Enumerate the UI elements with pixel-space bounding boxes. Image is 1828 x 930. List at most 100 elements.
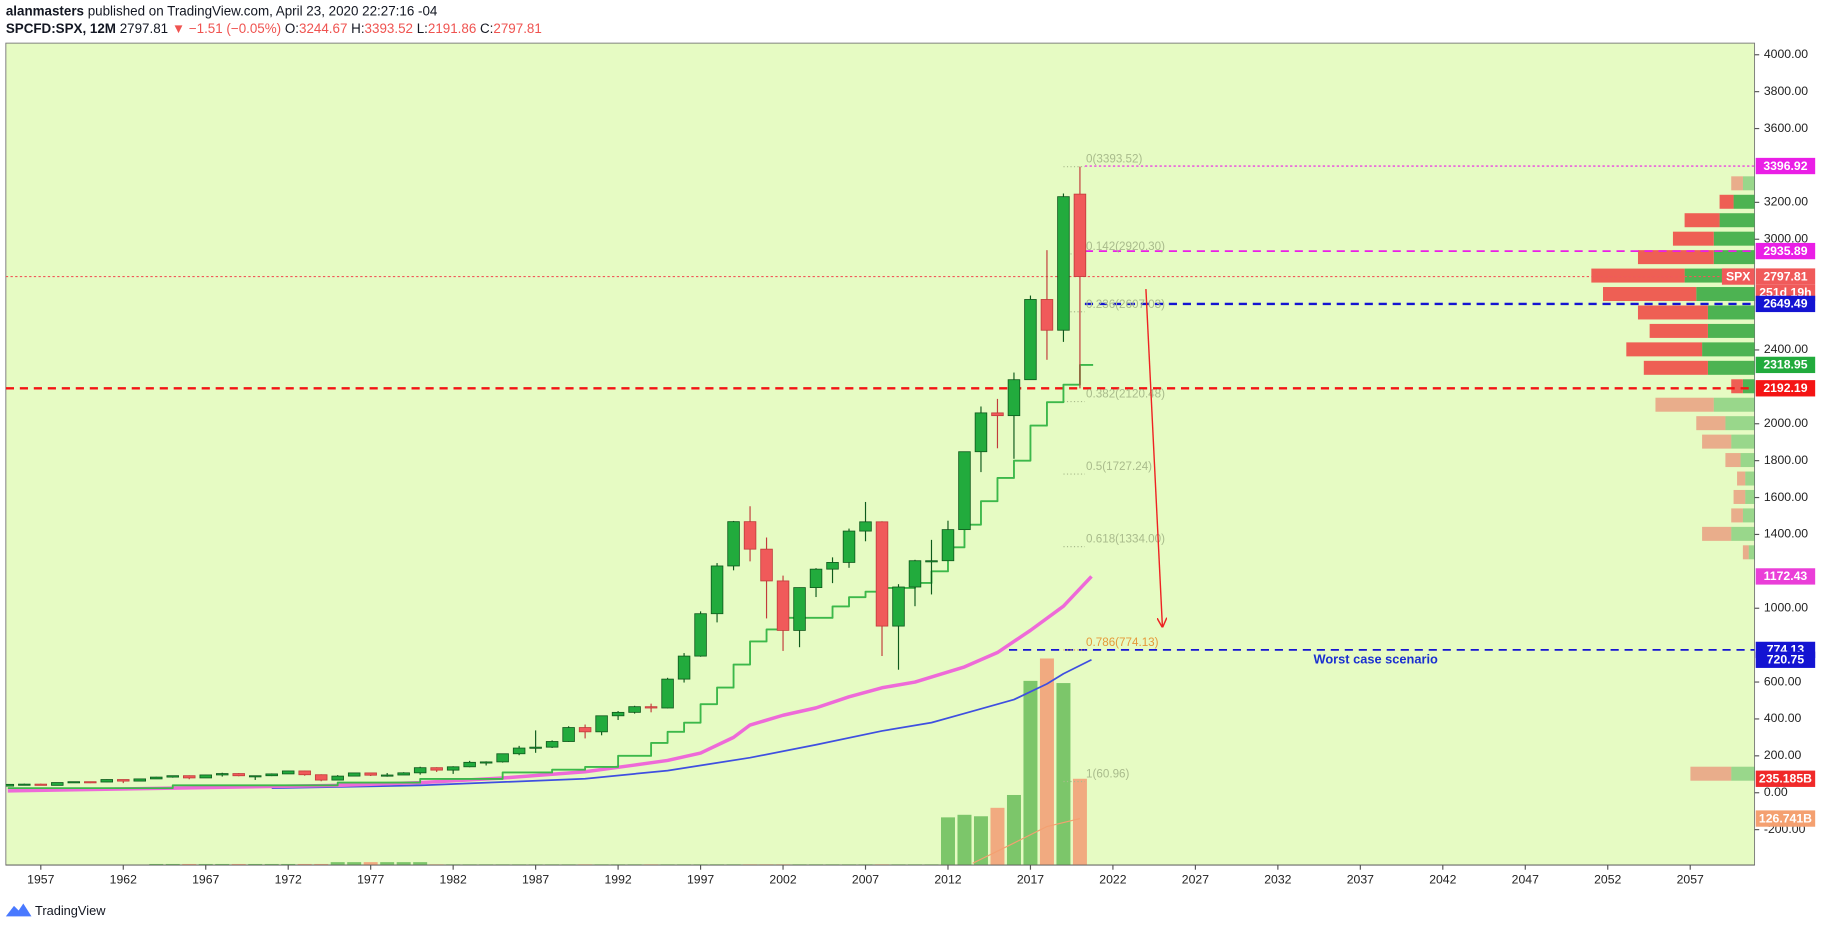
volume-bar	[973, 816, 988, 866]
candle-body	[314, 774, 328, 781]
y-tick-label: 0.00	[1764, 785, 1788, 799]
candle-body	[117, 779, 130, 782]
candle-body	[908, 560, 922, 588]
candle-body	[694, 613, 707, 657]
candle-body	[397, 772, 410, 776]
profile-up	[1731, 434, 1755, 449]
candle-body	[809, 568, 823, 589]
x-tick-label: 1957	[27, 872, 54, 886]
candle-body	[512, 747, 526, 755]
y-tick-label: 1800.00	[1764, 453, 1808, 467]
x-tick-label: 1992	[604, 872, 631, 886]
profile-down	[1702, 526, 1732, 541]
price-label: 2649.49	[1763, 297, 1807, 311]
profile-down	[1690, 766, 1732, 781]
x-tick-label: 2057	[1677, 872, 1704, 886]
candle-body	[743, 521, 757, 550]
price-label: 3396.92	[1763, 159, 1807, 173]
ohlc-value: 3393.52	[365, 21, 413, 36]
symbol-line: SPCFD:SPX, 12M 2797.81 ▼ −1.51 (−0.05%) …	[6, 21, 542, 36]
candle-body	[1057, 196, 1070, 331]
candle-body	[628, 706, 641, 713]
overlay-line	[972, 817, 1081, 864]
x-tick-label: 2037	[1347, 872, 1374, 886]
header-line: alanmasters published on TradingView.com…	[6, 3, 438, 18]
y-tick-label: 2400.00	[1764, 342, 1808, 356]
profile-down	[1649, 323, 1708, 338]
x-tick-label: 2002	[769, 872, 796, 886]
fib-label: 0.382(2120.48)	[1086, 388, 1165, 401]
x-tick-label: 2022	[1099, 872, 1126, 886]
y-tick-label: 1600.00	[1764, 490, 1808, 504]
volume-bar	[957, 814, 972, 866]
ohlc-key: H:	[351, 21, 364, 36]
x-tick-label: 2032	[1264, 872, 1291, 886]
profile-up	[1733, 194, 1755, 209]
axes-layer: 1957 1962 1967 1972 1977 1982 1987 1992 1997 2002…	[5, 47, 1816, 886]
profile-down	[1637, 305, 1708, 320]
volume-bar	[1039, 658, 1054, 866]
change: ▼ −1.51 (−0.05%)	[172, 21, 281, 36]
candle-body	[991, 412, 1004, 417]
candle-body	[974, 412, 988, 453]
candle-body	[644, 706, 658, 709]
candle-body	[347, 772, 361, 777]
candle-body	[199, 774, 212, 779]
candle-body	[446, 766, 460, 771]
volume-bar	[1056, 683, 1071, 866]
profile-down	[1737, 471, 1746, 486]
candle-body	[265, 773, 278, 777]
x-tick-label: 1987	[522, 872, 549, 886]
price-label-box	[1755, 770, 1816, 787]
candle-body	[842, 530, 856, 563]
volume-bar	[347, 862, 362, 866]
price-label: 1172.43	[1764, 569, 1808, 583]
price-label-box	[1755, 810, 1816, 827]
profile-up	[1707, 360, 1755, 375]
candle-body	[760, 548, 773, 582]
candle-body	[1073, 193, 1087, 277]
candle-body	[826, 562, 839, 570]
fib-label: 0.236(2607.03)	[1086, 298, 1165, 311]
fib-label: 0.142(2920.30)	[1086, 240, 1165, 253]
y-tick-label: 1400.00	[1764, 527, 1808, 541]
volume-bar	[1023, 680, 1038, 866]
candle-body	[776, 580, 790, 631]
price-label-box	[1755, 268, 1816, 285]
candle-body	[133, 778, 146, 782]
x-tick-label: 1977	[357, 872, 384, 886]
candle-body	[958, 451, 971, 531]
price-label-box	[1755, 651, 1816, 668]
y-tick-label: 3800.00	[1764, 84, 1808, 98]
profile-up	[1725, 416, 1755, 431]
candle-body	[215, 773, 229, 776]
profile-up	[1719, 213, 1755, 228]
candle-body	[545, 741, 559, 748]
volume-bar	[182, 863, 197, 866]
price-label: 2797.81	[1763, 269, 1807, 283]
profile-down	[1672, 231, 1714, 246]
candle-body	[1040, 299, 1054, 331]
candle-body	[562, 727, 575, 742]
profile-down	[1626, 342, 1703, 357]
price-label: 2192.19	[1763, 381, 1807, 395]
price-label-box	[1755, 356, 1816, 374]
candle-body	[67, 781, 81, 784]
price-label-box	[1755, 568, 1816, 585]
profile-up	[1707, 305, 1755, 320]
profile-up	[1696, 287, 1755, 302]
volume-bar	[314, 863, 329, 866]
profile-down	[1591, 268, 1685, 283]
ohlc-key: O:	[285, 21, 299, 36]
candle-body	[166, 775, 179, 778]
ohlc-value: 3244.67	[299, 21, 347, 36]
volume-bar	[231, 863, 246, 866]
y-tick-label: 600.00	[1764, 674, 1802, 688]
profile-down	[1702, 434, 1732, 449]
price-label-box	[1755, 295, 1816, 313]
fib-label: 0.5(1727.24)	[1086, 460, 1152, 473]
x-tick-label: 2052	[1594, 872, 1621, 886]
author: alanmasters	[6, 3, 84, 18]
volume-bar	[165, 863, 180, 866]
x-tick-label: 1982	[440, 872, 467, 886]
